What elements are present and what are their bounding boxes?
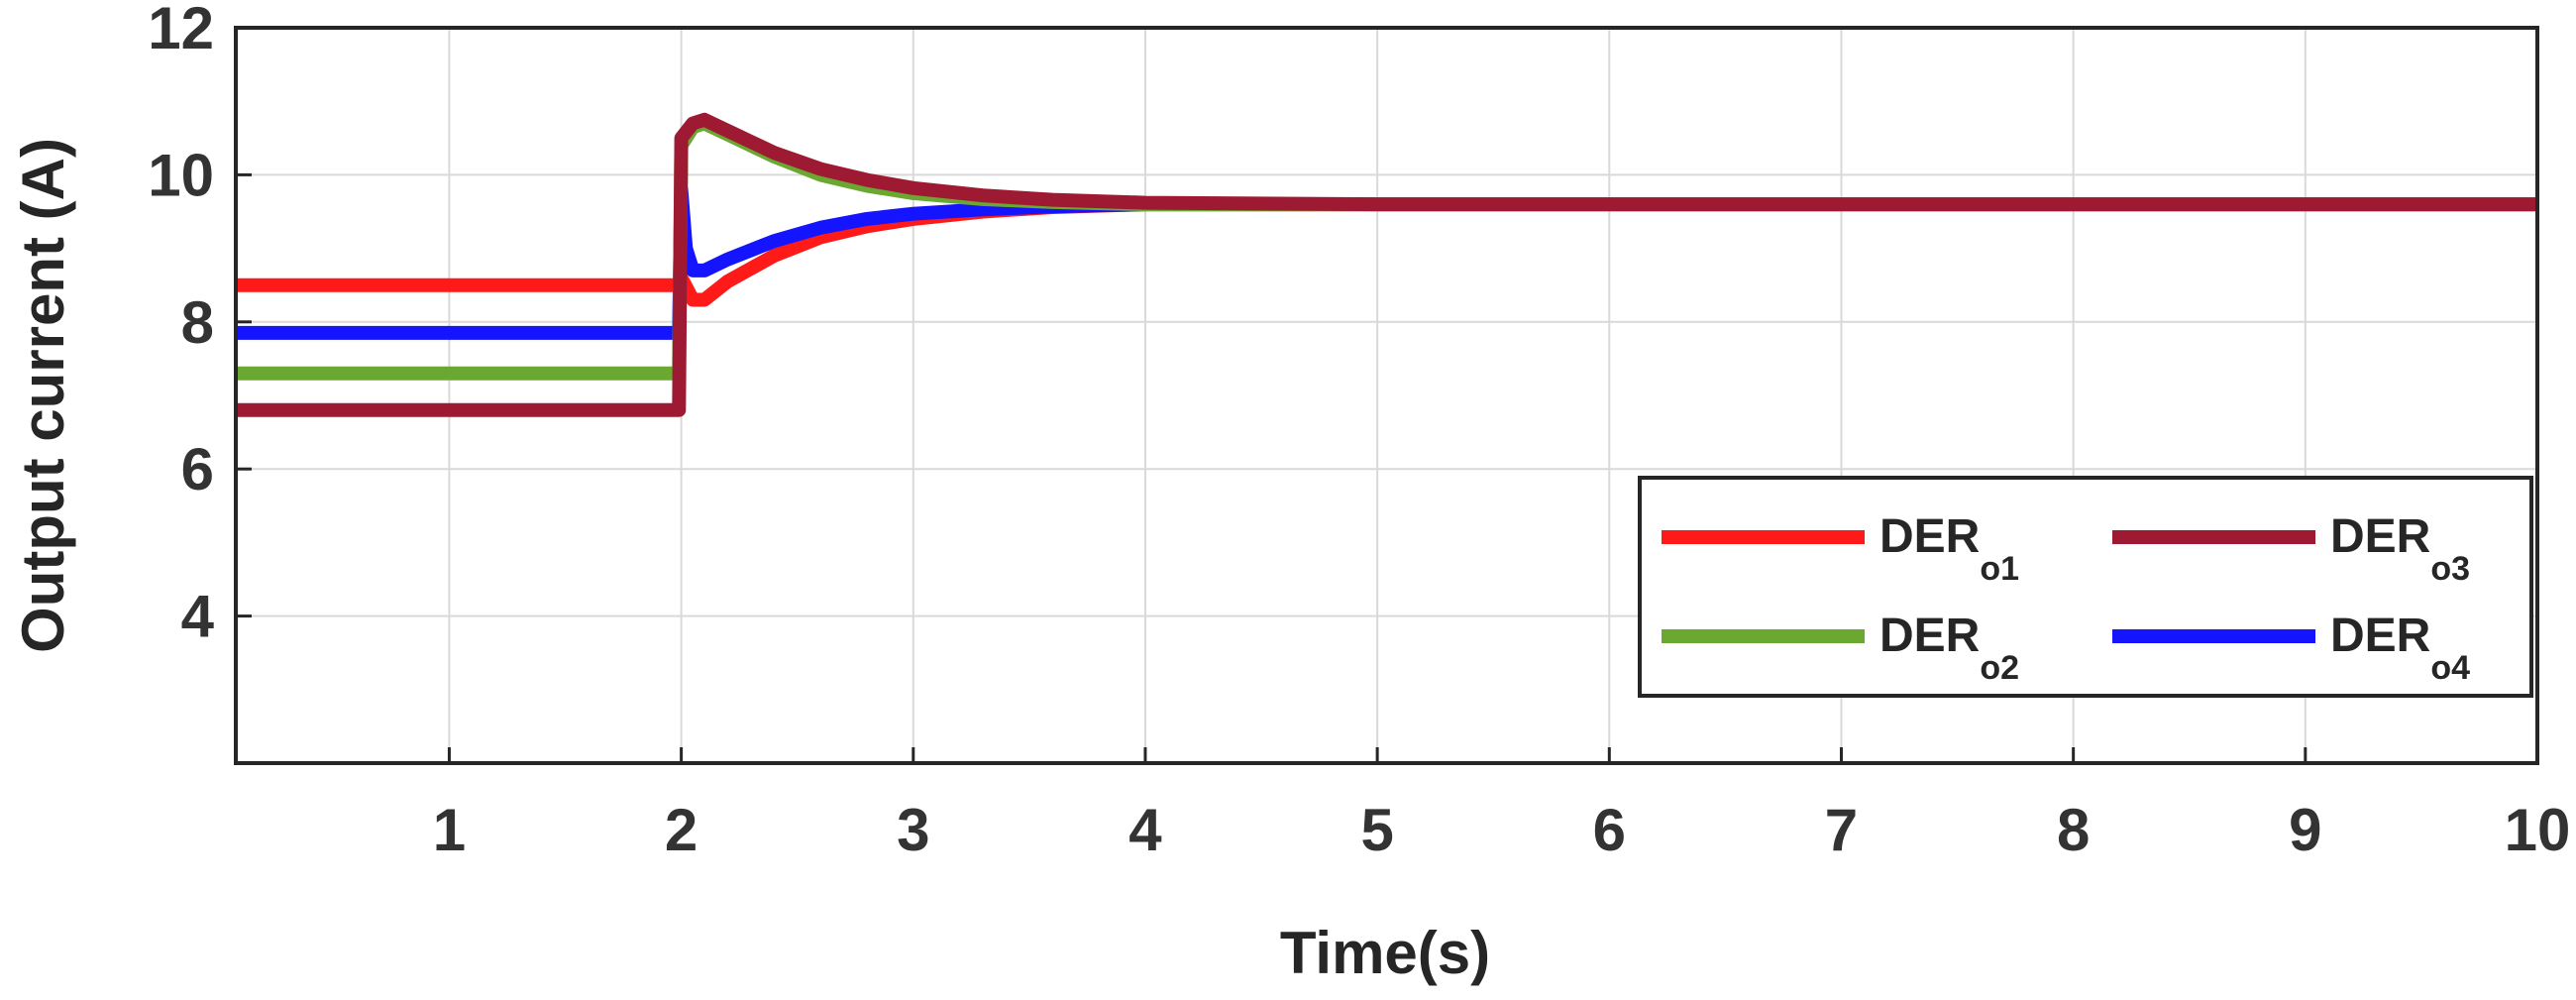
series-lines: [236, 112, 2537, 417]
x-tick-label: 6: [1593, 797, 1626, 863]
y-tick-label: 4: [181, 584, 215, 650]
x-tick-label: 1: [433, 797, 466, 863]
x-tick-label: 4: [1128, 797, 1162, 863]
x-tick-label: 5: [1360, 797, 1393, 863]
x-tick-label: 8: [2057, 797, 2090, 863]
y-tick-label: 12: [148, 0, 214, 61]
y-axis-label: Output current (A): [10, 138, 76, 653]
legend-box: [1638, 476, 2533, 698]
y-tick-label: 10: [148, 142, 214, 208]
x-tick-label: 3: [897, 797, 929, 863]
x-tick-label: 7: [1825, 797, 1858, 863]
x-tick-label: 2: [665, 797, 698, 863]
x-tick-label: 10: [2505, 797, 2571, 863]
legend-label-o1: DERo1: [1879, 510, 2019, 588]
legend: DERo1 DERo2 DERo3 DERo4: [1638, 476, 2533, 698]
plot-frame: [234, 26, 2539, 765]
x-axis-label: Time(s): [1280, 920, 1490, 986]
series-line-o3: [236, 112, 2537, 417]
y-tick-label: 6: [181, 436, 214, 502]
y-tick-label: 8: [181, 289, 214, 356]
legend-label-o3: DERo3: [2330, 510, 2470, 588]
legend-label-o2: DERo2: [1879, 610, 2019, 687]
legend-label-o4: DERo4: [2330, 610, 2470, 687]
x-tick-label: 9: [2289, 797, 2321, 863]
